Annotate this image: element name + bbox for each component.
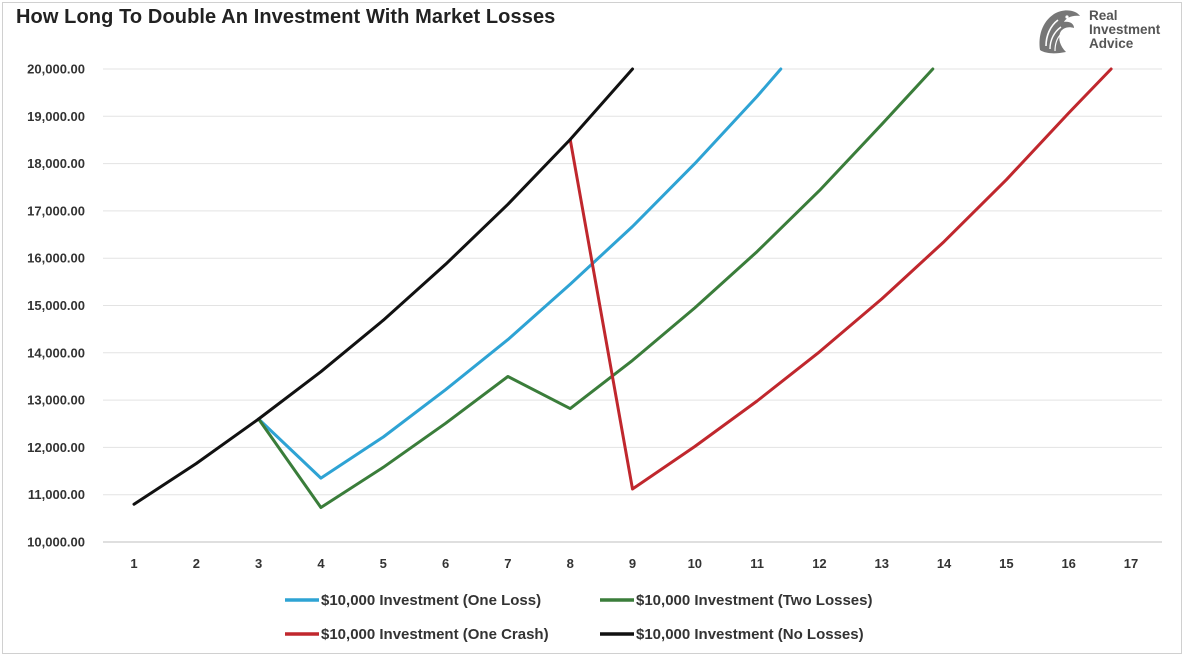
eagle-head-icon [1039, 10, 1080, 54]
x-tick-label: 14 [937, 556, 952, 571]
x-tick-label: 3 [255, 556, 262, 571]
y-tick-label: 12,000.00 [27, 440, 85, 455]
y-tick-label: 14,000.00 [27, 345, 85, 360]
x-tick-label: 11 [750, 556, 764, 571]
series-line [568, 67, 1113, 491]
logo-line-2: Investment [1089, 22, 1161, 37]
x-tick-label: 16 [1061, 556, 1075, 571]
x-tick-label: 15 [999, 556, 1013, 571]
y-tick-label: 16,000.00 [27, 251, 85, 266]
x-tick-label: 7 [504, 556, 511, 571]
grid-lines [103, 68, 1162, 543]
logo-text: Real Investment Advice [1089, 9, 1160, 51]
y-tick-label: 17,000.00 [27, 203, 85, 218]
y-axis-tick-labels: 10,000.00 11,000.00 12,000.00 13,000.00 14,0… [27, 62, 85, 550]
x-tick-label: 10 [688, 556, 702, 571]
logo-line-1: Real [1089, 8, 1118, 23]
legend-label: $10,000 Investment (One Crash) [321, 626, 549, 643]
x-tick-label: 8 [567, 556, 574, 571]
legend-label: $10,000 Investment (Two Losses) [636, 592, 872, 609]
y-tick-label: 20,000.00 [27, 62, 85, 77]
y-tick-label: 13,000.00 [27, 393, 85, 408]
x-tick-label: 2 [193, 556, 200, 571]
logo-line-3: Advice [1089, 36, 1134, 51]
brand-logo: Real Investment Advice [1034, 6, 1174, 58]
series-line [257, 67, 935, 509]
chart-title: How Long To Double An Investment With Ma… [16, 6, 556, 28]
series-line [257, 67, 783, 480]
legend: $10,000 Investment (One Loss) $10,000 Inv… [285, 592, 872, 643]
y-tick-label: 10,000.00 [27, 535, 85, 550]
x-tick-label: 13 [875, 556, 889, 571]
x-tick-label: 6 [442, 556, 449, 571]
x-tick-label: 5 [380, 556, 387, 571]
x-tick-label: 1 [130, 556, 137, 571]
y-tick-label: 18,000.00 [27, 156, 85, 171]
x-axis-tick-labels: 1 2 3 4 5 6 7 8 9 10 11 12 13 14 15 16 17 [130, 556, 1138, 571]
legend-label: $10,000 Investment (One Loss) [321, 592, 541, 609]
y-tick-label: 15,000.00 [27, 298, 85, 313]
x-tick-label: 17 [1124, 556, 1138, 571]
x-tick-label: 4 [317, 556, 325, 571]
y-tick-label: 19,000.00 [27, 109, 85, 124]
series-lines [132, 67, 1113, 509]
x-tick-label: 12 [812, 556, 826, 571]
series-line [132, 67, 634, 506]
y-tick-label: 11,000.00 [28, 487, 85, 502]
legend-label: $10,000 Investment (No Losses) [636, 626, 864, 643]
x-tick-label: 9 [629, 556, 636, 571]
